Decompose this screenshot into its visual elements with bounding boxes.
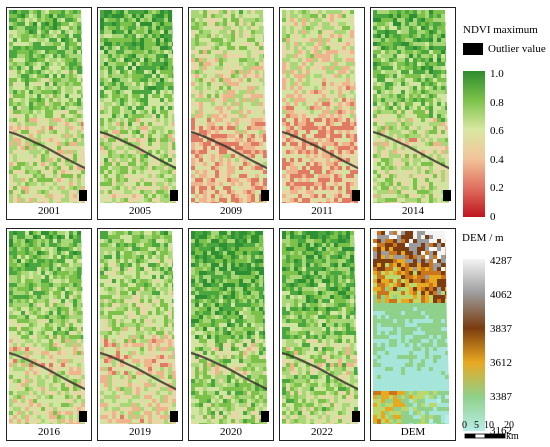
map-panel-2014: 2014 [370,7,456,220]
map-panel-2019: 2019 [97,228,183,441]
scale-tick-label: 10 [484,420,494,431]
ndvi-bar-gradient [463,71,485,217]
map-image-2014 [373,10,453,203]
dem-tick: 4287 [490,255,512,267]
scale-bar-segment [474,433,486,439]
map-image-2011 [282,10,362,203]
ndvi-tick: 0.2 [490,182,504,195]
dem-bar-gradient [463,259,485,431]
outlier-swatch [463,43,483,55]
ndvi-tick: 1.0 [490,68,504,80]
dem-tick: 4062 [490,289,512,301]
scale-tick-label: 0 [462,420,467,431]
map-image-2019 [100,231,180,424]
panel-label-2014: 2014 [402,205,424,217]
ndvi-tick: 0 [490,211,496,223]
panel-label-2009: 2009 [220,205,242,217]
scale-bar-segment [484,433,506,439]
panel-label-2005: 2005 [129,205,151,217]
scale-bar [464,433,506,439]
panel-label-2001: 2001 [38,205,60,217]
panel-label-2020: 2020 [220,426,242,438]
map-image-2016 [9,231,89,424]
scale-unit-label: km [506,431,519,442]
scale-tick-label: 20 [504,420,514,431]
dem-colorbar [463,259,485,431]
ndvi-colorbar [463,71,485,217]
map-panel-2005: 2005 [97,7,183,220]
map-panel-2001: 2001 [6,7,92,220]
panel-label-dem: DEM [400,426,426,438]
map-panel-dem: DEM [370,228,456,441]
ndvi-tick: 0.4 [490,153,504,166]
map-panel-2020: 2020 [188,228,274,441]
scale-bar-segment [464,433,476,439]
panel-label-2016: 2016 [38,426,60,438]
ndvi-legend-title: NDVI maximum [463,24,538,36]
dem-legend-title: DEM / m [462,232,504,244]
map-panel-2016: 2016 [6,228,92,441]
dem-tick: 3837 [490,323,512,335]
panel-label-2019: 2019 [129,426,151,438]
dem-tick: 3387 [490,391,512,403]
panel-label-2022: 2022 [311,426,333,438]
map-panel-2022: 2022 [279,228,365,441]
outlier-label: Outlier value [488,43,546,55]
scale-tick-label: 5 [474,420,479,431]
map-panel-2009: 2009 [188,7,274,220]
panel-label-2011: 2011 [311,205,333,217]
ndvi-tick: 0.6 [490,125,504,138]
ndvi-tick: 0.8 [490,96,504,109]
map-image-2020 [191,231,271,424]
dem-tick: 3612 [490,357,512,369]
map-image-2022 [282,231,362,424]
map-image-dem [373,231,453,424]
map-panel-2011: 2011 [279,7,365,220]
map-image-2009 [191,10,271,203]
map-image-2005 [100,10,180,203]
map-image-2001 [9,10,89,203]
